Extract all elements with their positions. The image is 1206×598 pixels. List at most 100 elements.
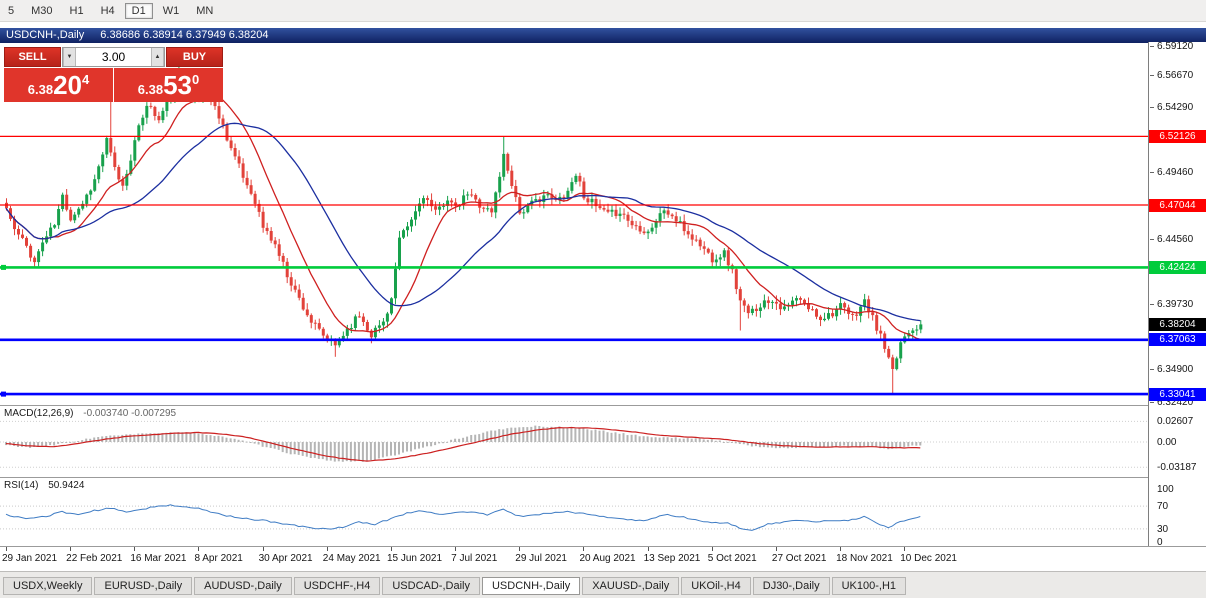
rsi-value: 50.9424 bbox=[48, 480, 85, 491]
timeframe-toolbar: 5 M30 H1 H4 D1 W1 MN bbox=[0, 0, 1206, 22]
price-badge: 6.38204 bbox=[1149, 317, 1206, 331]
x-axis-date-label: 24 May 2021 bbox=[322, 553, 381, 564]
x-axis-tick bbox=[840, 547, 842, 551]
y-axis-tick: 6.32420 bbox=[1149, 397, 1194, 409]
macd-values: -0.003740 -0.007295 bbox=[83, 408, 177, 419]
panel-separator bbox=[0, 546, 1206, 547]
x-axis-date-label: 20 Aug 2021 bbox=[579, 553, 636, 564]
chart-tab-usdcad-daily[interactable]: USDCAD-,Daily bbox=[382, 577, 480, 595]
macd-name: MACD(12,26,9) bbox=[4, 408, 74, 419]
macd-scale-label: -0.03187 bbox=[1157, 462, 1197, 474]
sell-button[interactable]: SELL bbox=[4, 47, 61, 67]
chart-ohlc-values: 6.38686 6.38914 6.37949 6.38204 bbox=[100, 29, 269, 41]
chart-tab-xauusd-daily[interactable]: XAUUSD-,Daily bbox=[582, 577, 680, 595]
x-axis-date-label: 18 Nov 2021 bbox=[836, 553, 893, 564]
chart-title: USDCNH-,Daily bbox=[6, 29, 85, 41]
x-axis-tick bbox=[390, 547, 392, 551]
chart-tab-usdx-weekly[interactable]: USDX,Weekly bbox=[3, 577, 93, 595]
buy-price-pipette: 0 bbox=[192, 72, 200, 87]
rsi-indicator-label: RSI(14) 50.9424 bbox=[4, 480, 84, 491]
x-axis-tick bbox=[775, 547, 777, 551]
rsi-scale-label: 30 bbox=[1157, 523, 1169, 535]
chart-tab-ukoil-h4[interactable]: UKOil-,H4 bbox=[681, 577, 751, 595]
main-chart[interactable] bbox=[0, 42, 1148, 405]
x-axis-date-label: 16 Mar 2021 bbox=[130, 553, 187, 564]
x-axis-tick bbox=[711, 547, 713, 551]
price-badge: 6.52126 bbox=[1149, 129, 1206, 143]
x-axis-tick bbox=[647, 547, 649, 551]
chart-tab-audusd-daily[interactable]: AUDUSD-,Daily bbox=[194, 577, 292, 595]
sell-price-big: 6.38 bbox=[27, 82, 54, 97]
x-axis-date-label: 22 Feb 2021 bbox=[66, 553, 123, 564]
macd-indicator-label: MACD(12,26,9) -0.003740 -0.007295 bbox=[4, 408, 176, 419]
macd-signal-line bbox=[5, 426, 921, 462]
chart-tabs-bar: USDX,Weekly EURUSD-,Daily AUDUSD-,Daily USD… bbox=[0, 571, 1206, 598]
chart-tab-eurusd-daily[interactable]: EURUSD-,Daily bbox=[94, 577, 193, 595]
price-scale[interactable]: 6.591206.566706.542906.519106.494606.470… bbox=[1148, 41, 1206, 548]
sell-price-pipette: 4 bbox=[82, 72, 90, 87]
x-axis-tick bbox=[326, 547, 328, 551]
macd-scale-label: 0.02607 bbox=[1157, 416, 1194, 428]
buy-button[interactable]: BUY bbox=[166, 47, 223, 67]
macd-histogram bbox=[5, 425, 922, 462]
chart-tab-usdchf-h4[interactable]: USDCHF-,H4 bbox=[293, 577, 381, 595]
chevron-down-icon: ▼ bbox=[66, 54, 73, 60]
x-axis-tick bbox=[6, 547, 7, 551]
timeframe-button-m30[interactable]: M30 bbox=[31, 4, 53, 17]
candles-layer bbox=[5, 61, 923, 394]
x-axis-date-label: 15 Jun 2021 bbox=[386, 553, 443, 564]
x-axis-date-label: 10 Dec 2021 bbox=[900, 553, 957, 564]
x-axis-date-label: 8 Apr 2021 bbox=[194, 553, 243, 564]
y-axis-tick: 6.44560 bbox=[1149, 233, 1194, 245]
rsi-name: RSI(14) bbox=[4, 480, 39, 491]
rsi-scale-label: 70 bbox=[1157, 501, 1169, 513]
date-axis[interactable]: 29 Jan 2021 22 Feb 2021 16 Mar 2021 8 Apr 2… bbox=[0, 547, 1206, 569]
panel-separator[interactable] bbox=[0, 405, 1206, 406]
chart-tab-dj30-daily[interactable]: DJ30-,Daily bbox=[752, 577, 830, 595]
panel-separator[interactable] bbox=[0, 477, 1206, 478]
x-axis-date-label: 7 Jul 2021 bbox=[451, 553, 498, 564]
price-badge: 6.33041 bbox=[1149, 387, 1206, 401]
buy-price-display[interactable]: 6.38 53 0 bbox=[114, 68, 223, 102]
x-axis-date-label: 5 Oct 2021 bbox=[707, 553, 757, 564]
y-axis-tick: 6.54290 bbox=[1149, 102, 1194, 114]
timeframe-button-h1[interactable]: H1 bbox=[69, 4, 84, 17]
x-axis-tick bbox=[583, 547, 585, 551]
macd-scale-label: 0.00 bbox=[1157, 437, 1177, 448]
chart-tab-usdcnh-daily[interactable]: USDCNH-,Daily bbox=[481, 577, 581, 595]
volume-increase-button[interactable]: ▲ bbox=[151, 48, 164, 66]
volume-input[interactable]: 3.00 bbox=[101, 50, 126, 64]
x-axis-tick bbox=[198, 547, 200, 551]
x-axis-tick bbox=[455, 547, 457, 551]
price-badge: 6.42424 bbox=[1149, 260, 1206, 274]
x-axis-tick bbox=[904, 547, 906, 551]
timeframe-button-d1[interactable]: D1 bbox=[124, 2, 153, 19]
chart-tab-uk100-h1[interactable]: UK100-,H1 bbox=[831, 577, 907, 595]
buy-price-pips: 53 bbox=[163, 70, 192, 100]
x-axis-date-label: 29 Jul 2021 bbox=[515, 553, 567, 564]
y-axis-tick: 6.39730 bbox=[1149, 298, 1194, 310]
sell-price-pips: 20 bbox=[53, 70, 82, 100]
rsi-panel[interactable] bbox=[0, 477, 1148, 546]
macd-panel[interactable] bbox=[0, 405, 1148, 477]
timeframe-button-w1[interactable]: W1 bbox=[162, 4, 180, 17]
price-badge: 6.37063 bbox=[1149, 333, 1206, 347]
price-badge: 6.47044 bbox=[1149, 198, 1206, 212]
x-axis-tick bbox=[519, 547, 521, 551]
timeframe-button-mn[interactable]: MN bbox=[196, 4, 214, 17]
buy-price-big: 6.38 bbox=[137, 82, 164, 97]
one-click-trading-panel: SELL ▼ 3.00 ▲ BUY 6.38 20 4 6.38 53 0 bbox=[4, 47, 223, 102]
x-axis-tick bbox=[70, 547, 72, 551]
x-axis-date-label: 30 Apr 2021 bbox=[258, 553, 313, 564]
volume-control: ▼ 3.00 ▲ bbox=[62, 47, 165, 67]
volume-decrease-button[interactable]: ▼ bbox=[63, 48, 76, 66]
x-axis-tick bbox=[262, 547, 264, 551]
rsi-scale-label: 0 bbox=[1157, 537, 1163, 548]
sell-price-display[interactable]: 6.38 20 4 bbox=[4, 68, 113, 102]
ma-fast-line bbox=[5, 95, 921, 340]
x-axis-date-label: 13 Sep 2021 bbox=[643, 553, 701, 564]
timeframe-button-h4[interactable]: H4 bbox=[100, 4, 115, 17]
line-handle bbox=[1, 391, 6, 397]
timeframe-button-5[interactable]: 5 bbox=[8, 4, 15, 17]
